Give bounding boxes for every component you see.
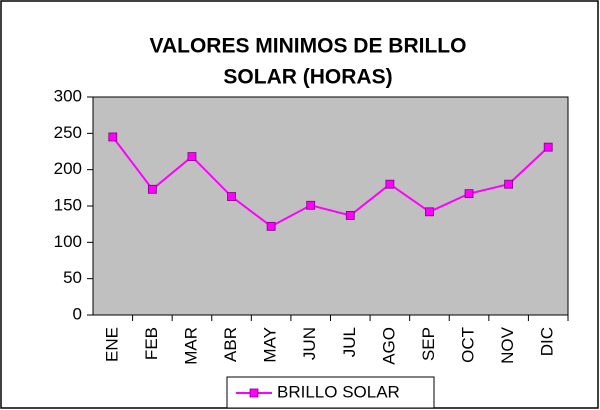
- marker: [504, 179, 514, 189]
- x-tick-label: OCT: [459, 327, 478, 363]
- x-tick-label: JUL: [340, 327, 359, 357]
- marker: [345, 211, 355, 220]
- legend-marker: [249, 388, 259, 398]
- x-tick-label: ENE: [102, 327, 121, 362]
- marker: [464, 189, 474, 199]
- x-tick-label: AGO: [379, 327, 398, 365]
- marker: [306, 200, 316, 210]
- marker: [385, 179, 395, 189]
- y-tick-label: 300: [54, 86, 82, 105]
- y-tick-label: 250: [54, 123, 82, 142]
- x-tick-label: NOV: [498, 326, 517, 364]
- y-tick-label: 50: [63, 268, 82, 287]
- plot-area: [92, 96, 569, 316]
- x-tick-label: MAY: [261, 327, 280, 363]
- marker: [543, 142, 553, 152]
- x-tick-label: JUN: [300, 327, 319, 360]
- legend-label: BRILLO SOLAR: [277, 382, 400, 401]
- marker: [108, 132, 118, 142]
- marker: [425, 207, 434, 217]
- y-tick-label: 200: [54, 159, 82, 178]
- x-tick-label: MAR: [181, 327, 200, 365]
- y-tick-label: 0: [73, 304, 82, 323]
- line: [111, 136, 549, 228]
- chart-title: VALORES MINIMOS DE BRILLO: [150, 35, 467, 58]
- marker: [187, 152, 197, 161]
- y-tick-label: 100: [54, 232, 82, 251]
- marker: [266, 221, 276, 231]
- marker: [227, 192, 236, 201]
- marker: [147, 184, 157, 194]
- x-tick-label: DIC: [538, 327, 557, 356]
- x-tick-label: ABR: [221, 327, 240, 362]
- x-tick-label: SEP: [419, 327, 438, 361]
- chart-title: SOLAR (HORAS): [223, 66, 392, 89]
- x-tick-label: FEB: [142, 327, 161, 360]
- y-tick-label: 150: [54, 195, 82, 214]
